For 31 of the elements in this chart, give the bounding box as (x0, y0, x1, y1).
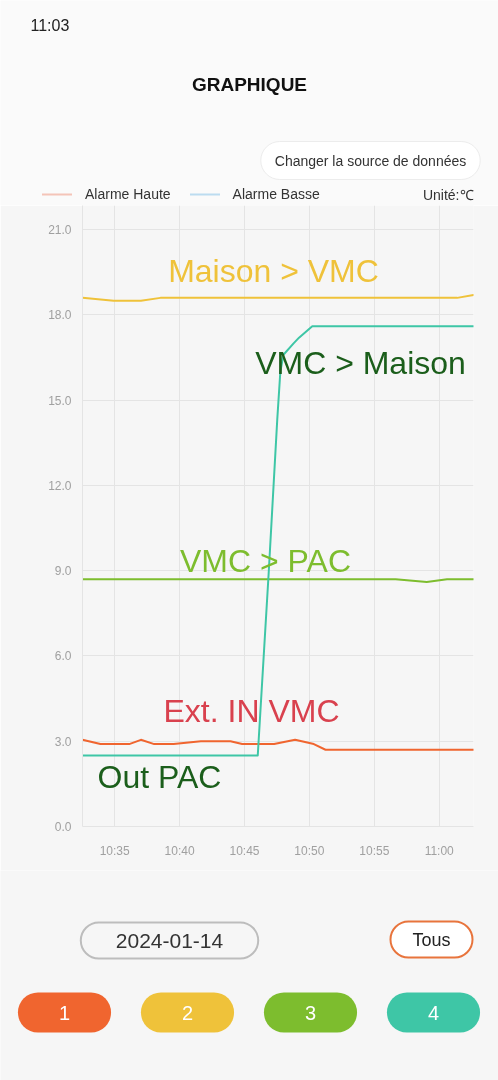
text: 1 (58, 1001, 71, 1024)
y-tick-label: 18.0 (48, 308, 72, 323)
legend-label: Alarme Haute (85, 186, 171, 202)
text: 2 (181, 1001, 194, 1024)
annotation: Maison > VMC (168, 252, 379, 289)
line-series (82, 738, 474, 751)
y-tick-label: 9.0 (54, 564, 72, 579)
line-series (82, 325, 474, 757)
y-tick-label: 21.0 (48, 223, 72, 238)
y-tick-label: 3.0 (54, 734, 72, 749)
annotation: Ext. IN VMC (163, 692, 340, 729)
text: 11:03 (30, 17, 70, 34)
text: Tous (412, 929, 451, 950)
legend-label: Alarme Basse (232, 186, 320, 202)
text: Changer la source de données (274, 152, 467, 169)
annotation: Out PAC (97, 758, 222, 795)
text: 3 (304, 1001, 317, 1024)
x-tick-label: 10:45 (229, 843, 260, 858)
chart-title: GRAPHIQUE (191, 74, 308, 95)
y-tick-label: 15.0 (48, 393, 72, 408)
x-tick-label: 10:55 (359, 843, 390, 858)
text: 4 (427, 1001, 440, 1024)
text: 2024-01-14 (115, 928, 224, 952)
x-tick-label: 10:40 (164, 843, 195, 858)
y-tick-label: 6.0 (54, 649, 72, 664)
x-tick-label: 11:00 (424, 843, 455, 858)
x-tick-label: 10:35 (99, 843, 131, 858)
y-tick-label: 0.0 (54, 820, 72, 834)
y-tick-label: 12.0 (48, 478, 72, 493)
x-tick-label: 10:50 (294, 843, 325, 858)
y-axis-title: Unité:℃ (422, 186, 474, 203)
